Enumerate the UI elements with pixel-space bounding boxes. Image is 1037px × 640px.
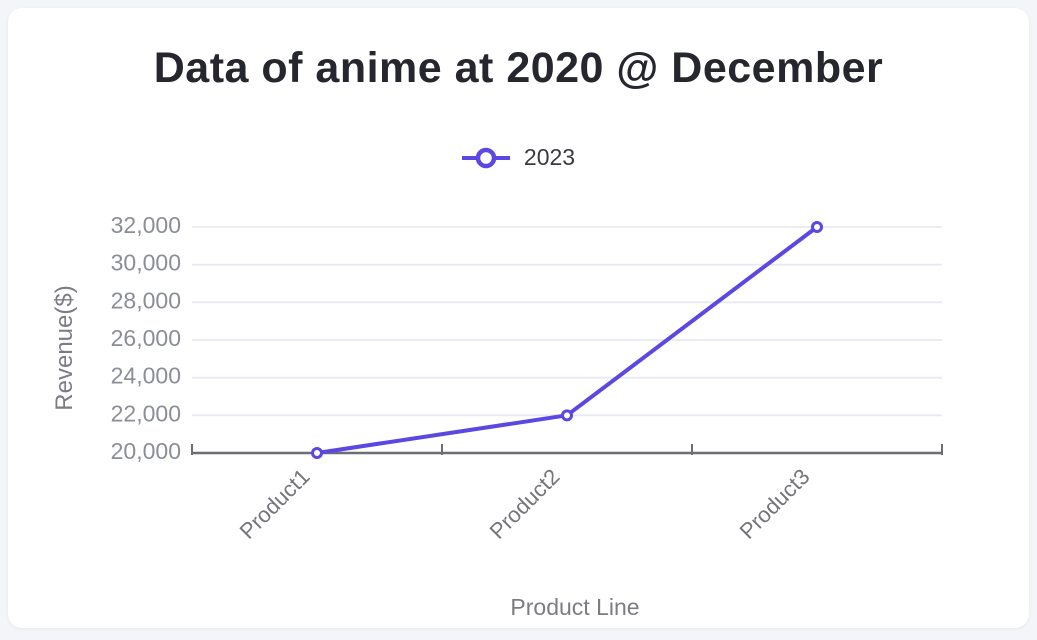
y-tick-label: 24,000 xyxy=(111,363,181,389)
x-axis-title: Product Line xyxy=(510,594,640,620)
y-tick-label: 20,000 xyxy=(111,438,181,464)
data-point-Product2[interactable] xyxy=(561,409,573,422)
y-tick-label: 30,000 xyxy=(111,250,181,276)
y-tick-label: 22,000 xyxy=(111,400,181,426)
y-tick-label: 26,000 xyxy=(111,325,181,351)
y-tick-label: 32,000 xyxy=(111,212,181,238)
data-point-Product1[interactable] xyxy=(311,447,323,459)
x-category-label: Product3 xyxy=(735,464,815,544)
chart-card: Data of anime at 2020 @ December 2023 Re… xyxy=(8,8,1029,628)
data-point-Product3[interactable] xyxy=(811,221,823,233)
legend-label-2023: 2023 xyxy=(523,144,576,170)
y-tick-label: 28,000 xyxy=(111,287,181,313)
x-category-label: Product1 xyxy=(235,464,315,544)
legend-line-marker-icon xyxy=(461,147,510,168)
legend[interactable]: 2023 xyxy=(8,144,1029,171)
chart-title: Data of anime at 2020 @ December xyxy=(153,44,884,92)
x-category-label: Product2 xyxy=(485,464,565,544)
